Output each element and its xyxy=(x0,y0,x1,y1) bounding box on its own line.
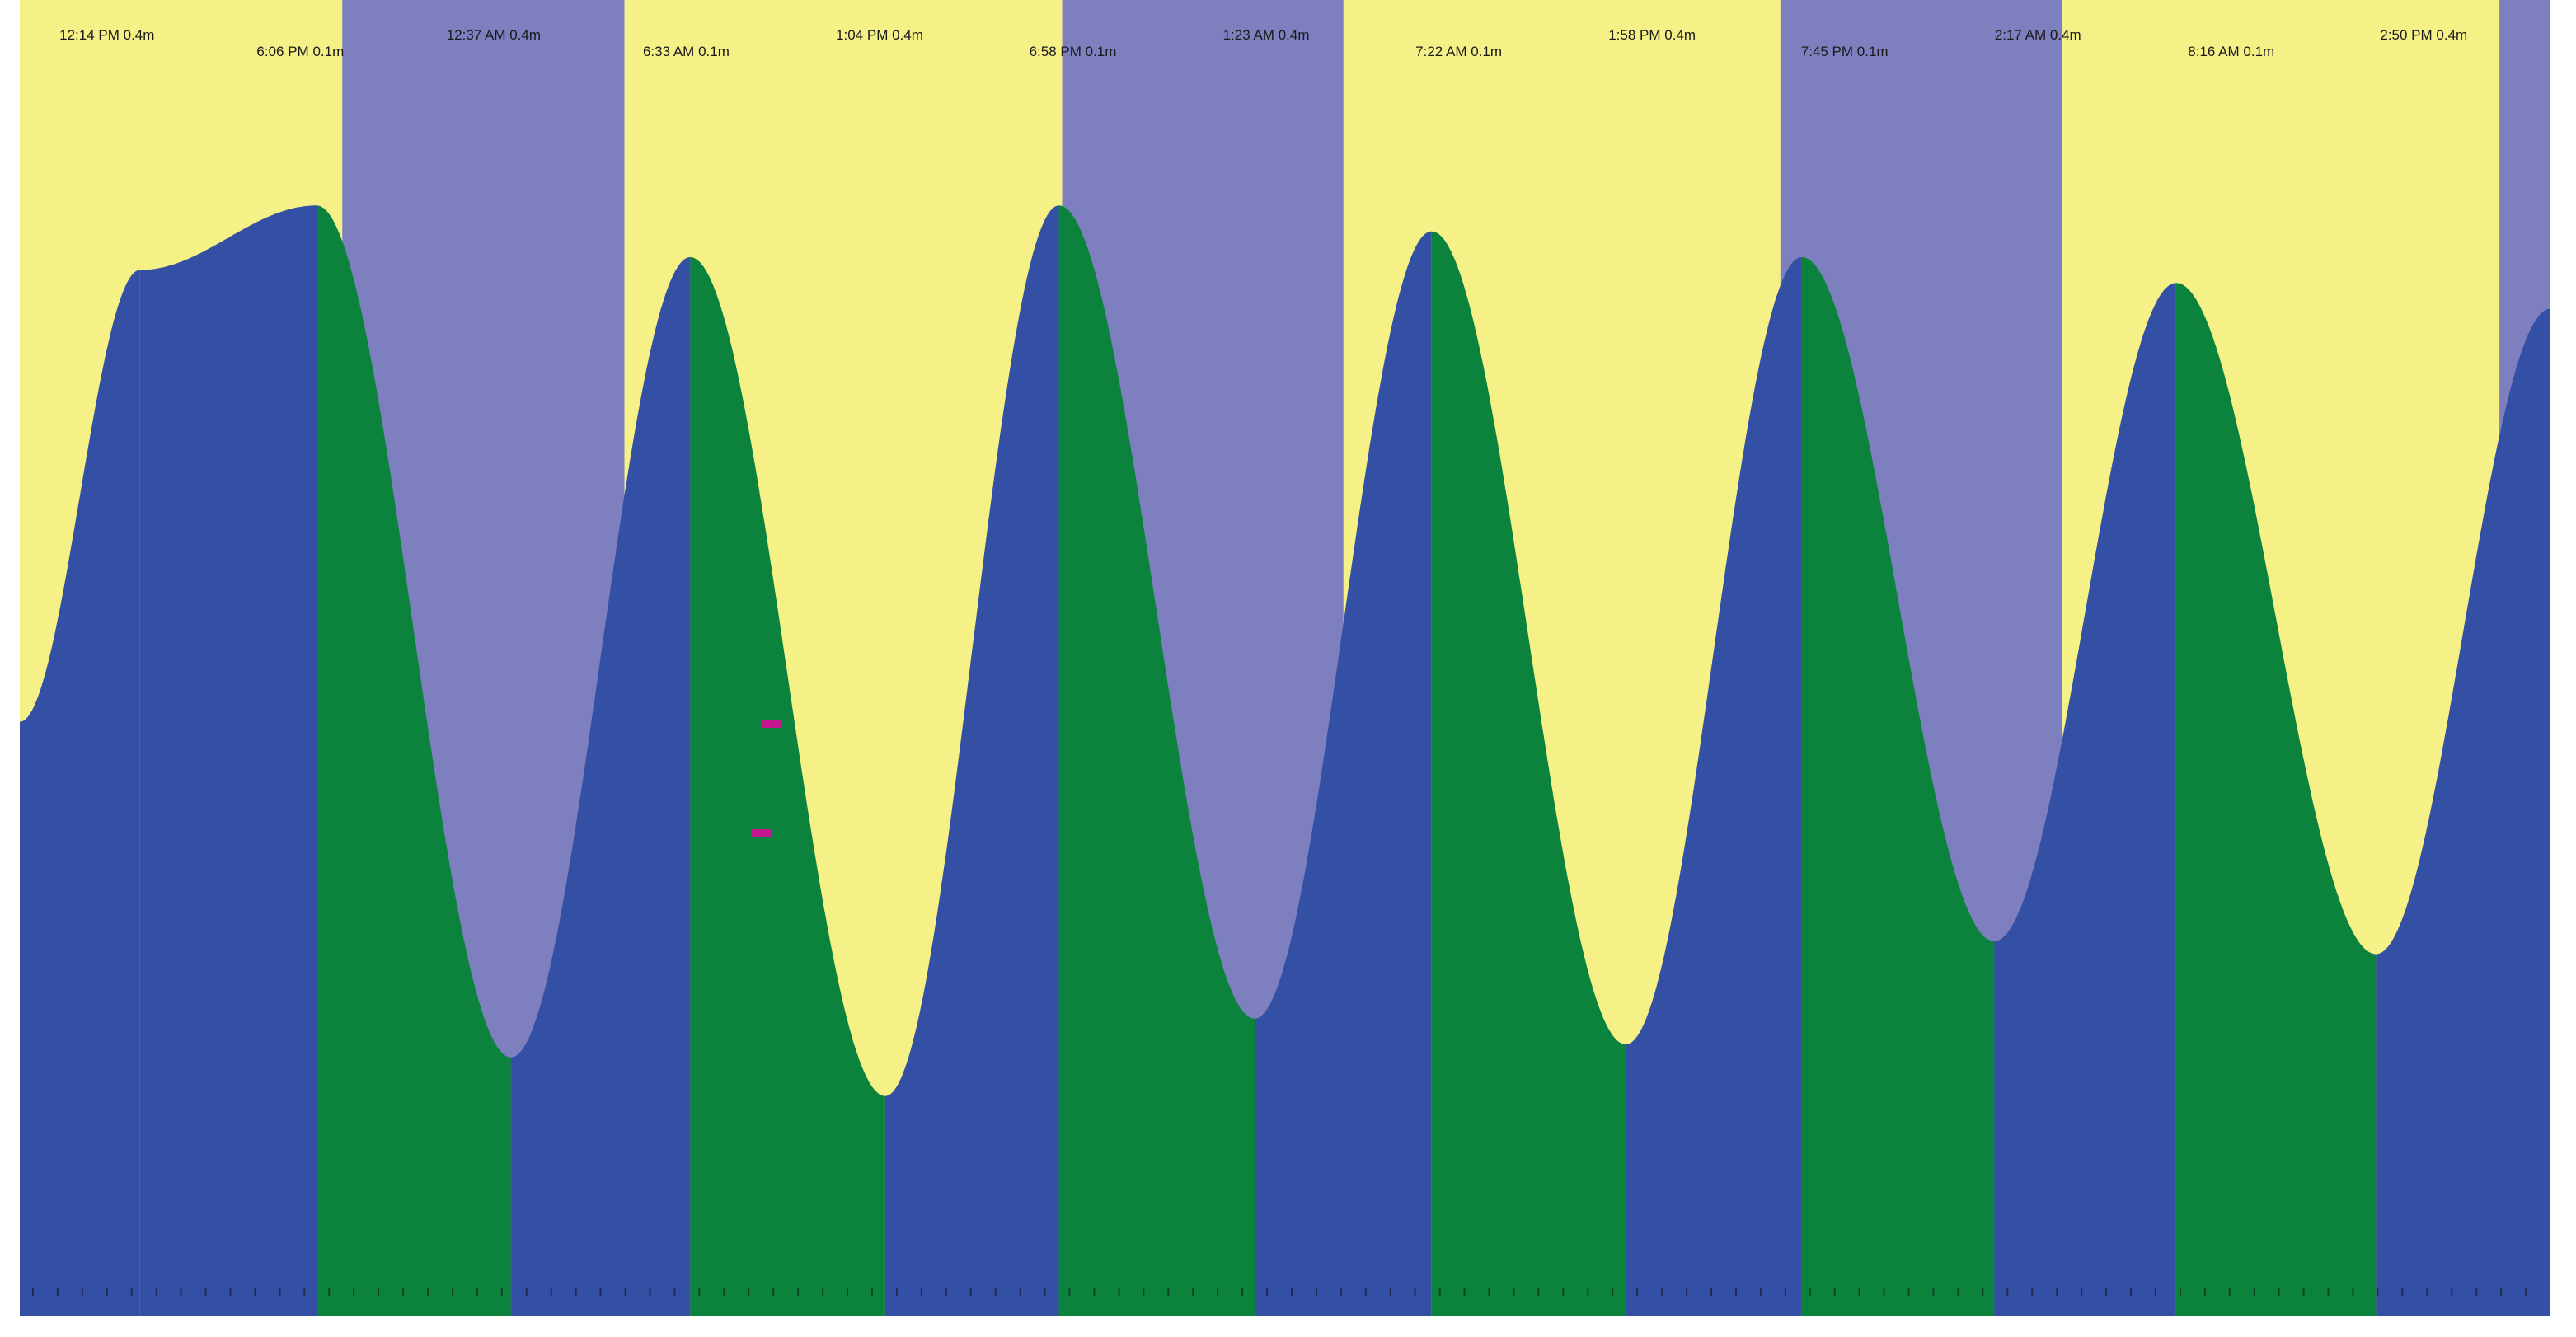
marker xyxy=(751,829,772,837)
extreme-label: 1:23 AM 0.4m xyxy=(1223,27,1310,43)
extreme-label: 6:06 PM 0.1m xyxy=(256,44,344,59)
extreme-label: 8:16 AM 0.1m xyxy=(2188,44,2274,59)
falling-tide-segment xyxy=(2175,283,2377,1316)
falling-tide-segment xyxy=(690,256,885,1316)
extreme-label: 7:22 AM 0.1m xyxy=(1415,44,1502,59)
extreme-label: 12:14 PM 0.4m xyxy=(59,27,154,43)
falling-tide-segment xyxy=(1801,256,1995,1316)
extreme-labels: 12:14 PM 0.4m 6:06 PM 0.1m 12:37 AM 0.4m 6:… xyxy=(59,27,2467,59)
marker xyxy=(761,720,781,728)
extreme-label: 1:58 PM 0.4m xyxy=(1608,27,1696,43)
rising-tide-segment xyxy=(1626,256,1802,1316)
rising-tide-segment xyxy=(139,205,317,1316)
rising-tide-segment xyxy=(2376,308,2550,1316)
rising-tide-segment xyxy=(510,256,691,1316)
falling-tide-segment xyxy=(1431,231,1626,1316)
extreme-label: 2:17 AM 0.4m xyxy=(1995,27,2081,43)
rising-tide-segment xyxy=(20,270,140,1316)
falling-tide-segment xyxy=(317,205,511,1316)
extreme-label: 1:04 PM 0.4m xyxy=(836,27,923,43)
extreme-label: 7:45 PM 0.1m xyxy=(1801,44,1889,59)
extreme-label: 6:58 PM 0.1m xyxy=(1030,44,1117,59)
time-axis-ticks xyxy=(31,1288,2527,1296)
extreme-label: 6:33 AM 0.1m xyxy=(643,44,730,59)
rising-tide-segment xyxy=(1255,231,1432,1316)
rising-tide-segment xyxy=(884,205,1059,1316)
extreme-label: 2:50 PM 0.4m xyxy=(2380,27,2467,43)
tide-area xyxy=(20,205,2550,1316)
extreme-label: 12:37 AM 0.4m xyxy=(447,27,541,43)
falling-tide-segment xyxy=(1058,205,1255,1316)
rising-tide-segment xyxy=(1994,283,2176,1316)
markers xyxy=(751,720,781,837)
